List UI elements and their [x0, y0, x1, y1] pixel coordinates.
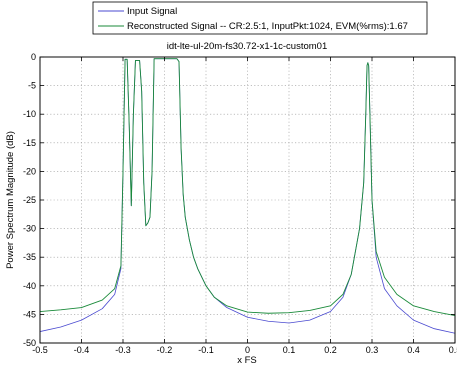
- tick-layer: -0.5 -0.4 -0.3 -0.2 -0.1 0 0.1 0.2 0.3 0.4 0.5 0 -5 -…: [23, 52, 457, 355]
- x-tick-label: 0.1: [283, 345, 296, 355]
- grid-lines: [40, 57, 455, 343]
- y-tick-label: 0: [31, 52, 36, 62]
- y-tick-label: -35: [23, 252, 36, 262]
- y-tick-label: -40: [23, 281, 36, 291]
- y-tick-label: -20: [23, 166, 36, 176]
- x-tick-label: 0.3: [366, 345, 379, 355]
- legend-label-reconstructed: Reconstructed Signal -- CR:2.5:1, InputP…: [127, 21, 408, 32]
- series-line-reconstructed-signal: [39, 58, 456, 316]
- series-layer: [39, 58, 456, 334]
- x-tick-label: -0.1: [198, 345, 214, 355]
- y-tick-label: -5: [28, 81, 36, 91]
- legend-label-input: Input Signal: [127, 6, 177, 17]
- x-tick-label: 0.2: [324, 345, 337, 355]
- x-axis-label: x FS: [237, 355, 257, 366]
- x-tick-label: -0.4: [74, 345, 90, 355]
- x-tick-label: -0.5: [32, 345, 48, 355]
- y-tick-label: -15: [23, 138, 36, 148]
- y-tick-label: -10: [23, 109, 36, 119]
- y-tick-label: -45: [23, 309, 36, 319]
- x-tick-label: 0.5: [449, 345, 457, 355]
- y-axis-label: Power Spectrum Magnitude (dB): [5, 131, 16, 269]
- x-tick-label: 0.4: [407, 345, 420, 355]
- x-tick-label: 0: [245, 345, 250, 355]
- y-tick-label: -25: [23, 195, 36, 205]
- chart-title: idt-lte-ul-20m-fs30.72-x1-1c-custom01: [167, 41, 328, 52]
- x-tick-label: -0.2: [157, 345, 173, 355]
- plot-frame: [39, 56, 456, 344]
- y-tick-label: -50: [23, 338, 36, 348]
- legend-box: [92, 1, 428, 35]
- x-tick-label: -0.3: [115, 345, 131, 355]
- y-tick-label: -30: [23, 224, 36, 234]
